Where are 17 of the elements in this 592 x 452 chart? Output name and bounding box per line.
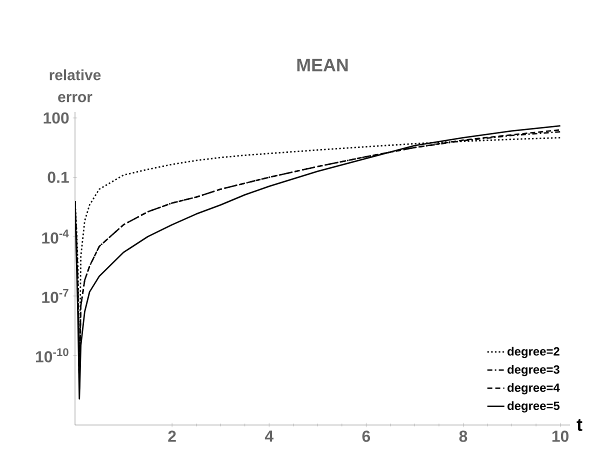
x-tick-label: 10	[552, 430, 568, 442]
y-tick-label: 10$^{-10}$	[36, 348, 68, 362]
x-tick-label: 6	[362, 430, 370, 442]
chart-title: MEAN	[297, 58, 348, 72]
legend-label: degree=2	[508, 346, 560, 358]
x-tick-label: 4	[264, 430, 274, 442]
x-axis-title: t	[576, 419, 582, 431]
y-tick-label: 10$^{-4}$	[42, 230, 69, 244]
y-axis-title: relative error	[50, 69, 101, 102]
y-tick-label: 100	[44, 112, 69, 124]
x-tick-label: 2	[168, 430, 176, 442]
legend-label: degree=3	[508, 364, 560, 376]
y-tick-label: 0.1	[48, 172, 69, 183]
legend-label: degree=5	[508, 401, 560, 412]
x-tick-label: 8	[459, 430, 468, 442]
legend-label: degree=4	[508, 383, 560, 394]
y-tick-label: 10$^{-7}$	[42, 288, 68, 304]
